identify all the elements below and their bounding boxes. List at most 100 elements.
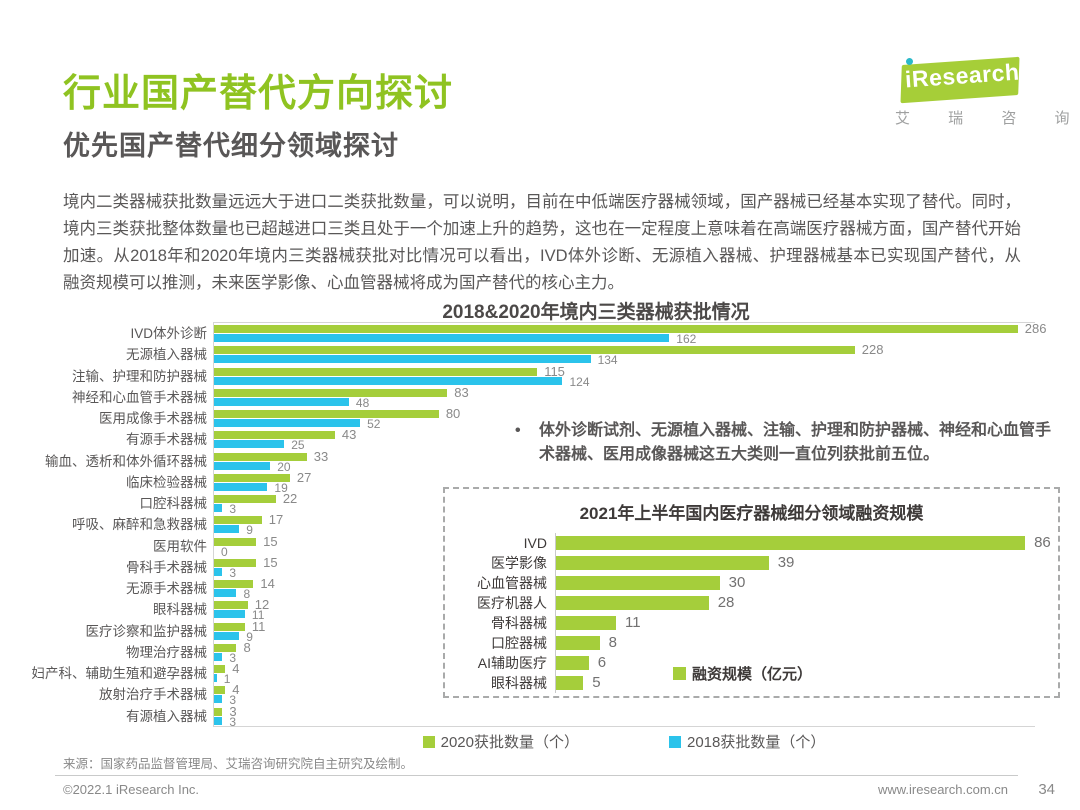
footer-divider [55, 775, 1018, 776]
funding-category-label: 骨科器械 [491, 615, 547, 631]
main-chart-row: 呼吸、麻醉和急救器械 17 9 [63, 513, 1035, 538]
key-insight-note: • 体外诊断试剂、无源植入器械、注输、护理和防护器械、神经和心血管手术器械、医用… [515, 419, 1060, 467]
bar-2020-value: 3 [229, 703, 237, 719]
main-chart-row: 有源植入器械 3 3 [63, 703, 1035, 729]
bar-group: 14 8 [214, 577, 1029, 601]
funding-chart-row: 骨科器械 11 [445, 613, 1058, 633]
bar-2020 [214, 346, 855, 355]
main-chart-row: 有源手术器械 43 25 [63, 427, 1035, 453]
funding-bar-area: 86 [555, 533, 1051, 553]
funding-bar-value: 11 [625, 614, 641, 631]
bar-2020-value: 43 [341, 427, 357, 443]
funding-bar [556, 596, 709, 610]
funding-chart-row: 口腔器械 8 [445, 633, 1058, 653]
bar-2020 [214, 537, 257, 546]
funding-bar-area: 39 [555, 553, 1036, 573]
main-chart-row: 临床检验器械 27 19 [63, 470, 1035, 495]
bar-2020 [214, 580, 254, 588]
bar-2020-value: 12 [254, 597, 270, 613]
legend-item-2020: 2020获批数量（个） [422, 731, 579, 752]
category-label: 输血、透析和体外循环器械 [45, 453, 207, 469]
bar-group: 11 9 [214, 619, 1029, 644]
bar-2018-value: 0 [221, 544, 228, 559]
funding-chart-title: 2021年上半年国内医疗器械细分领域融资规模 [579, 504, 924, 523]
bar-group: 27 19 [214, 470, 1029, 495]
bar-group: 83 48 [214, 385, 1029, 410]
main-chart-row: 骨科手术器械 15 3 [63, 555, 1035, 580]
bar-2020-value: 33 [313, 448, 329, 464]
footer-copyright: ©2022.1 iResearch Inc. [63, 782, 200, 797]
bar-2020 [214, 707, 223, 716]
page-subtitle: 优先国产替代细分领域探讨 [63, 131, 399, 161]
bar-group: 17 9 [214, 513, 1029, 537]
funding-chart-row: 医疗机器人 28 [445, 593, 1058, 613]
bar-2018 [214, 652, 223, 661]
bar-2018-value: 8 [243, 587, 251, 601]
bar-2020 [214, 473, 290, 482]
main-chart-row: IVD体外诊断 286 162 [63, 322, 1046, 347]
bar-2020 [214, 431, 335, 440]
funding-chart-box: 2021年上半年国内医疗器械细分领域融资规模 IVD 86 医学影像 39 心血管器械 3… [443, 487, 1060, 698]
category-label: 口腔科器械 [139, 496, 208, 511]
bar-2020 [214, 516, 262, 525]
bar-2018-value: 3 [229, 693, 237, 708]
category-label: 有源手术器械 [126, 432, 207, 448]
funding-bar [556, 556, 769, 570]
category-label: 无源手术器械 [126, 581, 207, 596]
intro-paragraph: 境内二类器械获批数量远远大于进口二类获批数量，可以说明，目前在中低端医疗器械领域… [63, 193, 1021, 292]
bar-2018 [214, 674, 217, 682]
funding-legend-label: 融资规模（亿元） [692, 666, 813, 683]
funding-bar-area: 28 [555, 593, 1036, 613]
bar-2018-value: 3 [229, 565, 237, 580]
chart-section: 2018&2020年境内三类器械获批情况 IVD体外诊断 286 162 无源植入器械… [32, 297, 1060, 757]
funding-bar-area: 11 [555, 613, 1036, 633]
main-chart-row: 医用成像手术器械 80 52 [63, 407, 1035, 432]
main-chart-row: 医用软件 15 0 [63, 533, 1035, 559]
legend-swatch-2020 [422, 735, 435, 748]
main-chart-legend: 2020获批数量（个） 2018获批数量（个） [213, 731, 1035, 752]
main-chart-title: 2018&2020年境内三类器械获批情况 [442, 302, 750, 323]
main-chart-row: 无源植入器械 228 134 [63, 343, 1035, 368]
main-chart-row: 口腔科器械 22 3 [63, 491, 1035, 517]
iresearch-logo: iResearch 艾 瑞 咨 询 [893, 55, 1070, 127]
bar-2020-value: 15 [263, 533, 278, 549]
bar-2020-value: 4 [232, 682, 240, 698]
bar-2020 [214, 665, 226, 673]
funding-bar [556, 536, 1026, 550]
footer-website[interactable]: www.iresearch.com.cn [877, 782, 1008, 797]
category-label: 临床检验器械 [126, 474, 207, 490]
funding-category-label: 口腔器械 [491, 635, 547, 651]
bar-2020 [214, 643, 237, 652]
funding-bar [556, 656, 589, 670]
funding-bar-area: 8 [555, 633, 1036, 653]
bar-2018-value: 1 [223, 672, 231, 686]
funding-bar-value: 5 [592, 674, 601, 691]
bar-2020-value: 22 [282, 491, 298, 506]
bar-2020 [214, 686, 226, 695]
bar-2018 [214, 589, 237, 597]
category-label: 注输、护理和防护器械 [72, 368, 207, 384]
category-label: 无源植入器械 [126, 347, 207, 363]
bar-2020-value: 286 [1024, 321, 1047, 336]
bar-2018-value: 20 [277, 459, 291, 474]
page-title: 行业国产替代方向探讨 [63, 73, 454, 115]
note-text: 体外诊断试剂、无源植入器械、注输、护理和防护器械、神经和心血管手术器械、医用成像… [539, 422, 1052, 463]
bar-2020 [214, 367, 538, 376]
footer-page-number: 34 [1038, 781, 1055, 798]
category-label: 医疗诊察和监护器械 [85, 623, 208, 639]
bar-2020 [214, 388, 448, 397]
bar-2018 [214, 334, 670, 342]
funding-category-label: AI辅助医疗 [477, 655, 547, 671]
funding-bar-area: 30 [555, 573, 1036, 593]
bar-2018-value: 134 [597, 353, 618, 368]
funding-chart-row: AI辅助医疗 6 [445, 653, 1058, 673]
bar-2020-value: 4 [232, 661, 240, 676]
bar-2020 [214, 601, 248, 610]
category-label: 呼吸、麻醉和急救器械 [72, 517, 207, 533]
source-note: 来源：国家药品监督管理局、艾瑞咨询研究院自主研究及绘制。 [63, 757, 414, 771]
main-chart-axis-top [213, 322, 1035, 323]
bar-2018-value: 48 [355, 395, 370, 410]
bar-2018 [214, 695, 223, 704]
main-chart-row: 物理治疗器械 8 3 [63, 640, 1035, 665]
